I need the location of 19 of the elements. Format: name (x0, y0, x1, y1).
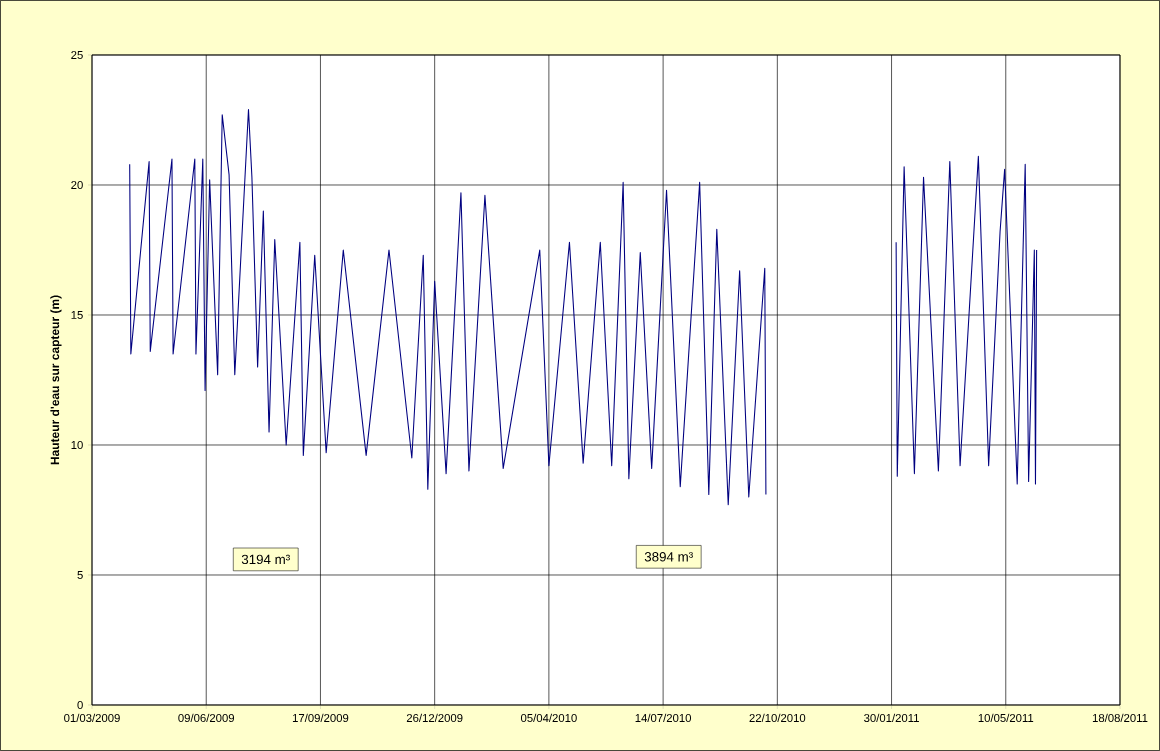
y-tick-label: 0 (77, 701, 83, 709)
x-tick-label: 17/09/2009 (292, 713, 349, 723)
x-tick-label: 05/04/2010 (520, 713, 577, 723)
y-tick-label: 25 (71, 50, 83, 59)
x-tick-label: 01/03/2009 (64, 713, 120, 723)
x-tick-label: 30/01/2011 (864, 713, 919, 723)
x-tick-label: 09/06/2009 (178, 713, 235, 723)
y-tick-label: 5 (77, 571, 83, 579)
x-tick-label: 18/08/2011 (1092, 713, 1148, 723)
y-tick-label: 15 (71, 311, 83, 319)
x-tick-label: 26/12/2009 (406, 713, 463, 723)
x-tick-label: 14/07/2010 (635, 713, 692, 723)
annotation: 3894 m³ (644, 552, 693, 562)
y-tick-label: 10 (71, 440, 83, 449)
annotation: 3194 m³ (241, 554, 290, 565)
x-tick-label: 10/05/2011 (978, 713, 1034, 723)
y-tick-label: 20 (71, 180, 83, 189)
x-tick-label: 22/10/2010 (749, 713, 806, 723)
y-axis-title: Hauteur d'eau sur capteur (m) (50, 295, 62, 465)
